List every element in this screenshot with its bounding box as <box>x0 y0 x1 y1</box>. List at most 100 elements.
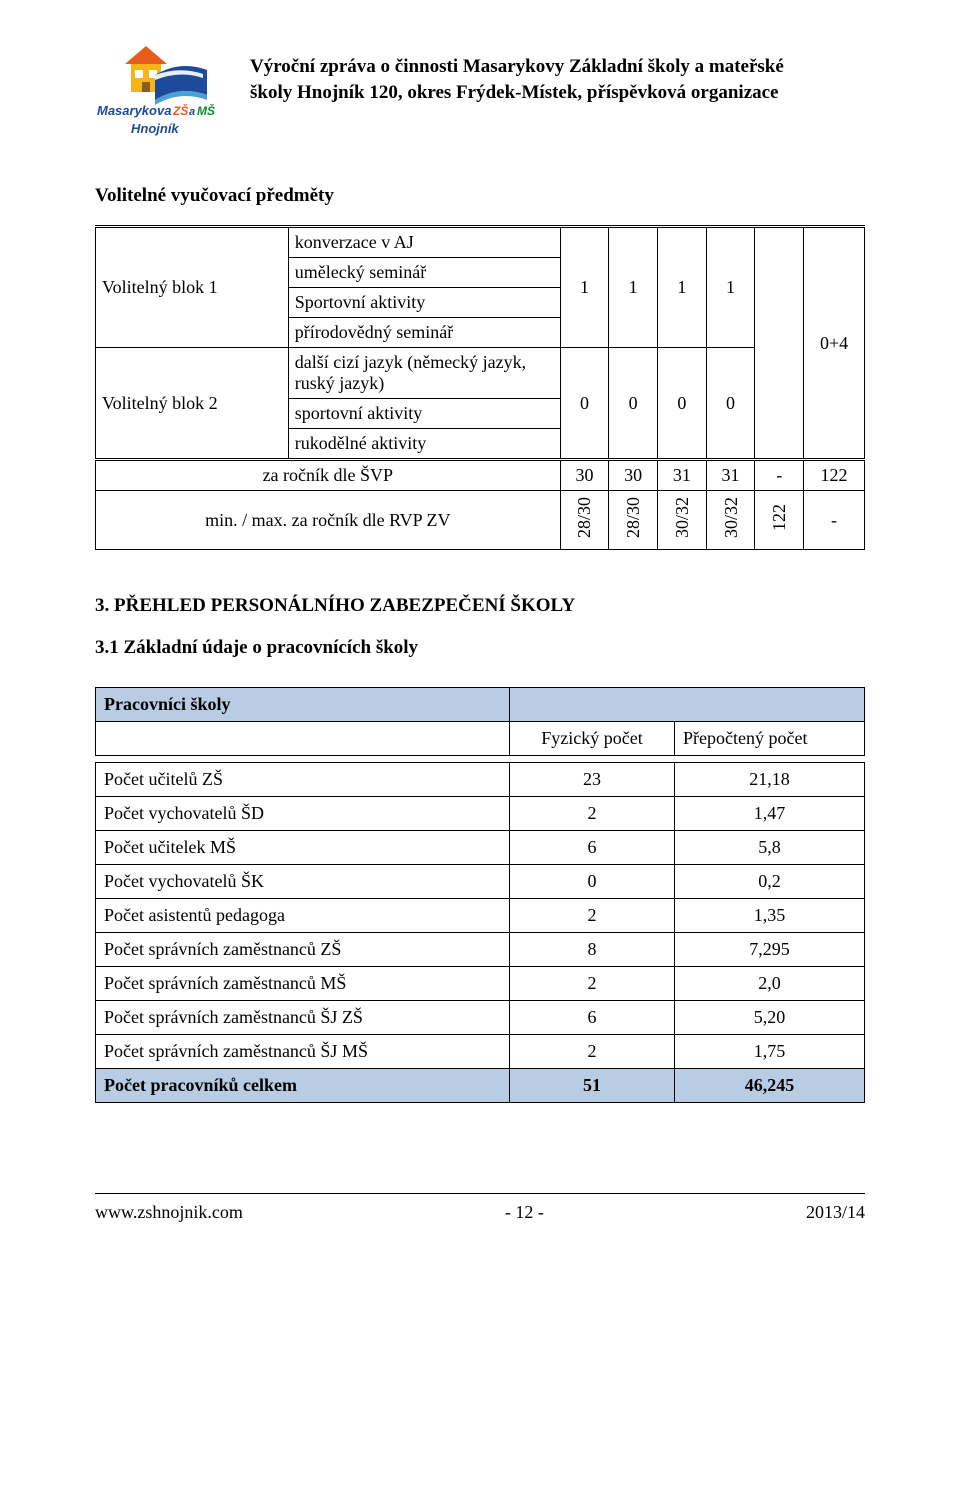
t2-h3: Přepočtený počet <box>675 722 865 756</box>
t1-svp-4: - <box>755 460 804 491</box>
svg-text:a: a <box>189 106 195 118</box>
svg-text:Hnojník: Hnojník <box>131 121 179 136</box>
t2-row-v1: 2 <box>510 797 675 831</box>
t1-block1-label: Volitelný blok 1 <box>96 227 289 348</box>
t1-block2-label: Volitelný blok 2 <box>96 348 289 460</box>
t2-row-v1: 8 <box>510 933 675 967</box>
table-row: Počet správních zaměstnanců ŠJ MŠ21,75 <box>96 1035 865 1069</box>
section3-title: 3. PŘEHLED PERSONÁLNÍHO ZABEZPEČENÍ ŠKOL… <box>95 595 865 617</box>
t2-h2: Fyzický počet <box>510 722 675 756</box>
t2-row-v1: 2 <box>510 899 675 933</box>
page-header: Masarykova ZŠ a MŠ Hnojník Výroční zpráv… <box>95 40 865 145</box>
footer-left: www.zshnojnik.com <box>95 1202 243 1223</box>
t2-row-label: Počet učitelů ZŠ <box>96 763 510 797</box>
section3-sub: 3.1 Základní údaje o pracovnících školy <box>95 637 865 659</box>
t2-row-label: Počet vychovatelů ŠK <box>96 865 510 899</box>
svg-text:MŠ: MŠ <box>197 103 215 118</box>
t1-rvp-1: 28/30 <box>624 495 642 540</box>
t1-b2-r2: rukodělné aktivity <box>288 429 560 460</box>
header-title-line1: Výroční zpráva o činnosti Masarykovy Zák… <box>250 56 784 77</box>
t2-total-v2: 46,245 <box>675 1069 865 1103</box>
t1-b2-v0: 0 <box>560 348 609 460</box>
t2-row-v1: 0 <box>510 865 675 899</box>
t2-row-v2: 1,35 <box>675 899 865 933</box>
t2-row-v2: 1,47 <box>675 797 865 831</box>
table-row: Počet asistentů pedagoga21,35 <box>96 899 865 933</box>
t1-b1-r3: přírodovědný seminář <box>288 318 560 348</box>
t2-row-label: Počet správních zaměstnanců ŠJ MŠ <box>96 1035 510 1069</box>
t2-row-label: Počet správních zaměstnanců ZŠ <box>96 933 510 967</box>
t1-rvp-4: 122 <box>770 502 788 533</box>
t1-rvp-3: 30/32 <box>722 495 740 540</box>
t2-row-v2: 2,0 <box>675 967 865 1001</box>
t2-row-v1: 2 <box>510 967 675 1001</box>
t1-b2-r1: sportovní aktivity <box>288 399 560 429</box>
table-row: Počet učitelů ZŠ2321,18 <box>96 763 865 797</box>
t2-row-label: Počet učitelek MŠ <box>96 831 510 865</box>
t2-row-label: Počet správních zaměstnanců ŠJ ZŠ <box>96 1001 510 1035</box>
t1-svp-3: 31 <box>706 460 755 491</box>
t2-row-v2: 5,20 <box>675 1001 865 1035</box>
t2-row-v2: 5,8 <box>675 831 865 865</box>
table-row: Počet správních zaměstnanců ŠJ ZŠ65,20 <box>96 1001 865 1035</box>
t1-rvp-2: 30/32 <box>673 495 691 540</box>
t1-b2-v1: 0 <box>609 348 658 460</box>
t1-b1-v3: 1 <box>706 227 755 348</box>
table-row: Počet učitelek MŠ65,8 <box>96 831 865 865</box>
t1-b1-r0: konverzace v AJ <box>288 227 560 258</box>
t2-total-v1: 51 <box>510 1069 675 1103</box>
t1-svp-0: 30 <box>560 460 609 491</box>
t2-h-blank <box>510 688 865 722</box>
t1-b2-v3: 0 <box>706 348 755 460</box>
svg-text:ZŠ: ZŠ <box>172 103 188 118</box>
table-staff: Pracovníci školy Fyzický počet Přepočten… <box>95 687 865 756</box>
t1-right-sum: 0+4 <box>804 227 865 460</box>
t1-b1-v0: 1 <box>560 227 609 348</box>
t1-rvp-0: 28/30 <box>575 495 593 540</box>
section3-num: 3. <box>95 595 114 616</box>
header-title: Výroční zpráva o činnosti Masarykovy Zák… <box>250 40 784 105</box>
t2-row-v2: 21,18 <box>675 763 865 797</box>
t1-svp-label: za ročník dle ŠVP <box>96 460 561 491</box>
t2-row-v1: 2 <box>510 1035 675 1069</box>
t2-row-label: Počet vychovatelů ŠD <box>96 797 510 831</box>
page: Masarykova ZŠ a MŠ Hnojník Výroční zpráv… <box>0 0 960 1253</box>
t2-total-label: Počet pracovníků celkem <box>96 1069 510 1103</box>
school-logo: Masarykova ZŠ a MŠ Hnojník <box>95 40 220 145</box>
t1-b1-r2: Sportovní aktivity <box>288 288 560 318</box>
header-title-line2: školy Hnojník 120, okres Frýdek-Místek, … <box>250 82 779 103</box>
t1-b1-v1: 1 <box>609 227 658 348</box>
t2-h1: Pracovníci školy <box>96 688 510 722</box>
t2-row-v1: 6 <box>510 831 675 865</box>
spacer <box>95 1103 865 1193</box>
page-footer: www.zshnojnik.com - 12 - 2013/14 <box>95 1194 865 1223</box>
t1-svp-2: 31 <box>658 460 707 491</box>
t1-rvp-label: min. / max. za ročník dle RVP ZV <box>96 491 561 550</box>
table-row: Počet správních zaměstnanců ZŠ87,295 <box>96 933 865 967</box>
section3-caps: PŘEHLED PERSONÁLNÍHO ZABEZPEČENÍ ŠKOLY <box>114 595 575 616</box>
t2-row-v2: 0,2 <box>675 865 865 899</box>
table-row: Počet vychovatelů ŠK00,2 <box>96 865 865 899</box>
table-row: Počet vychovatelů ŠD21,47 <box>96 797 865 831</box>
t2-row-v2: 7,295 <box>675 933 865 967</box>
table-row: Počet správních zaměstnanců MŠ22,0 <box>96 967 865 1001</box>
t1-b2-r0: další cizí jazyk (německý jazyk, ruský j… <box>288 348 560 399</box>
t1-b2-v2: 0 <box>658 348 707 460</box>
footer-right: 2013/14 <box>806 1202 865 1223</box>
table-staff-body: Počet učitelů ZŠ2321,18Počet vychovatelů… <box>95 762 865 1103</box>
footer-mid: - 12 - <box>505 1202 544 1223</box>
t1-svp-1: 30 <box>609 460 658 491</box>
t1-empty-col <box>755 227 804 460</box>
t2-row-v1: 23 <box>510 763 675 797</box>
t2-row-label: Počet správních zaměstnanců MŠ <box>96 967 510 1001</box>
t1-b1-v2: 1 <box>658 227 707 348</box>
svg-text:Masarykova: Masarykova <box>97 103 171 118</box>
t2-row-v1: 6 <box>510 1001 675 1035</box>
t1-title: Volitelné vyučovací předměty <box>95 185 865 207</box>
t2-h-empty <box>96 722 510 756</box>
table-optional-subjects: Volitelný blok 1 konverzace v AJ 1 1 1 1… <box>95 225 865 550</box>
t2-row-v2: 1,75 <box>675 1035 865 1069</box>
t1-rvp-5: - <box>804 491 865 550</box>
t1-b1-r1: umělecký seminář <box>288 258 560 288</box>
t2-row-label: Počet asistentů pedagoga <box>96 899 510 933</box>
